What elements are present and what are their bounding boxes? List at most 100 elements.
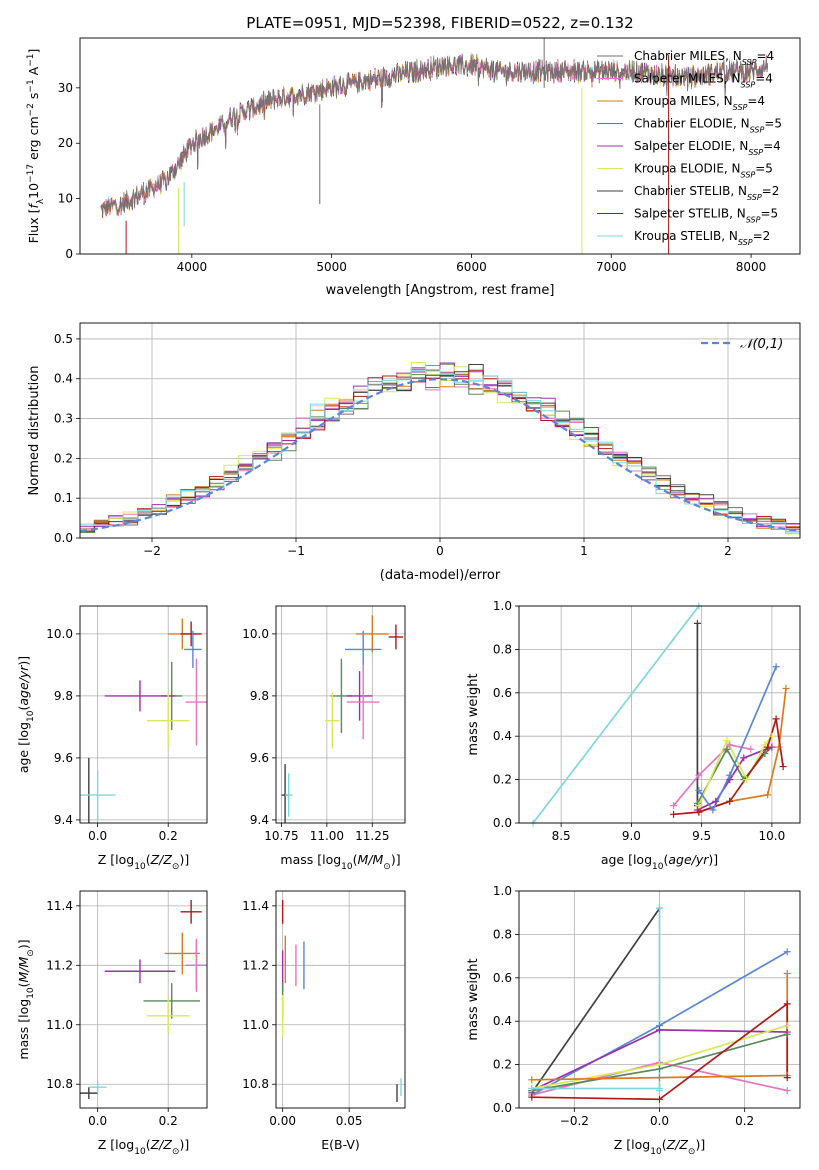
label-part: ( (16, 706, 31, 711)
label-part: Z [log (98, 1137, 134, 1152)
data-point-marker (783, 1087, 791, 1095)
y-tick-label: 0.4 (54, 372, 73, 386)
y-tick-label: 0.0 (493, 1101, 512, 1115)
legend-text: Kroupa MILES, N (634, 94, 733, 108)
legend-sub: SSP (750, 125, 765, 134)
legend-value: =2 (753, 229, 771, 243)
legend-text: Chabrier ELODIE, N (634, 117, 750, 131)
x-tick-label: 0.2 (159, 1114, 178, 1128)
x-tick-label: 9.0 (622, 829, 641, 843)
label-part: age [log (601, 852, 652, 867)
normal-curve (80, 378, 800, 533)
data-point-marker (768, 732, 776, 740)
label-part: 10 (650, 1147, 662, 1157)
legend-sub: SSP (748, 148, 763, 157)
label-part: ( (16, 982, 31, 987)
label-part: −1 (26, 79, 36, 92)
label-part: M/M (358, 852, 384, 867)
age-vs-metallicity-panel: 0.0 0.29.49.69.810.0Z [log10(Z/Z⊙)]age [l… (16, 605, 208, 872)
y-tick-label: 11.0 (46, 1018, 73, 1032)
label-part: )] (179, 852, 189, 867)
x-axis-label: age [log10(age/yr)] (601, 852, 718, 872)
x-tick-label: 5000 (316, 260, 347, 274)
y-tick-label: 0.4 (493, 729, 512, 743)
label-part: )] (16, 939, 31, 949)
label-part: −17 (26, 164, 36, 183)
legend-text: Kroupa STELIB, N (634, 229, 738, 243)
data-point-marker (761, 750, 769, 758)
data-point-marker (670, 810, 678, 818)
label-part: )] (16, 656, 31, 666)
legend-entry: Salpeter STELIB, NSSP=5 (634, 207, 778, 225)
x-axis-label: Z [log10(Z/Z⊙)] (98, 852, 189, 872)
legend-value: =4 (763, 139, 781, 153)
legend-sub: SSP (738, 238, 753, 247)
plot-area (100, 38, 768, 254)
x-tick-label: 0.05 (336, 1114, 363, 1128)
label-part: )] (179, 1137, 189, 1152)
y-tick-label: 10.8 (242, 1077, 269, 1091)
plot-area (80, 899, 207, 1100)
data-point-marker (528, 1084, 536, 1092)
legend-entry: Kroupa MILES, NSSP=4 (634, 94, 765, 112)
legend-sub: SSP (746, 215, 761, 224)
x-axis-label: mass [log10(M/M⊙)] (280, 852, 400, 872)
label-part: ( (146, 852, 151, 867)
y-tick-label: 20 (58, 136, 73, 150)
data-point-marker (783, 1074, 791, 1082)
axes-frame (518, 890, 801, 1109)
label-part: mass [log (16, 999, 31, 1060)
y-axis-label: mass weight (466, 958, 481, 1040)
y-tick-label: 0.6 (493, 971, 512, 985)
x-tick-label: 0.0 (88, 1114, 107, 1128)
legend-text: Chabrier MILES, N (634, 49, 742, 63)
x-tick-label: 10.75 (264, 829, 298, 843)
axes-frame (79, 890, 208, 1109)
data-point-marker (656, 1074, 663, 1082)
data-point-marker (656, 1065, 663, 1073)
y-tick-label: 0.8 (493, 927, 512, 941)
y-tick-label: 0 (65, 247, 73, 261)
label-part: 10 (26, 710, 36, 722)
label-part: M/M (16, 956, 31, 982)
x-tick-label: 10.0 (759, 829, 786, 843)
label-part: Z [log (614, 1137, 650, 1152)
legend-entry: Kroupa ELODIE, NSSP=5 (634, 162, 773, 180)
figure-title: PLATE=0951, MJD=52398, FIBERID=0522, z=0… (246, 14, 633, 32)
data-point-marker (740, 754, 748, 762)
y-tick-label: 9.6 (54, 751, 73, 765)
x-tick-label: −1 (287, 544, 305, 558)
y-tick-label: 11.4 (46, 899, 73, 913)
legend-entry: Chabrier MILES, NSSP=4 (634, 49, 774, 67)
y-tick-label: 9.8 (250, 689, 269, 703)
y-tick-label: 0.3 (54, 412, 73, 426)
data-point-marker (783, 1022, 791, 1030)
x-tick-label: 0.0 (88, 829, 107, 843)
data-point-marker (747, 745, 755, 753)
data-point-marker (782, 684, 790, 692)
x-tick-label: −2 (143, 544, 161, 558)
data-point-marker (656, 904, 663, 912)
x-tick-label: 0.2 (735, 1114, 754, 1128)
label-part: ( (353, 852, 358, 867)
x-tick-label: −0.2 (560, 1114, 589, 1128)
data-point-marker (656, 1084, 663, 1092)
label-part: ( (146, 1137, 151, 1152)
data-point-marker (528, 1093, 536, 1101)
legend-sub: SSP (741, 80, 756, 89)
y-tick-label: 11.0 (242, 1018, 269, 1032)
histogram-step (80, 369, 800, 538)
x-tick-label: 8000 (736, 260, 767, 274)
label-part: −1 (26, 53, 36, 66)
y-tick-label: 9.4 (54, 813, 73, 827)
data-point-marker (726, 797, 734, 805)
data-point-marker (528, 1076, 536, 1084)
data-point-marker (726, 741, 734, 749)
data-point-marker (772, 663, 780, 671)
legend-entry: 𝒩(0,1) (740, 337, 783, 352)
legend-value: =4 (755, 72, 773, 86)
y-tick-label: 0.5 (54, 332, 73, 346)
y-tick-label: 10 (58, 192, 73, 206)
label-part: mass [log (280, 852, 341, 867)
y-axis-label: Normed distribution (27, 366, 42, 496)
